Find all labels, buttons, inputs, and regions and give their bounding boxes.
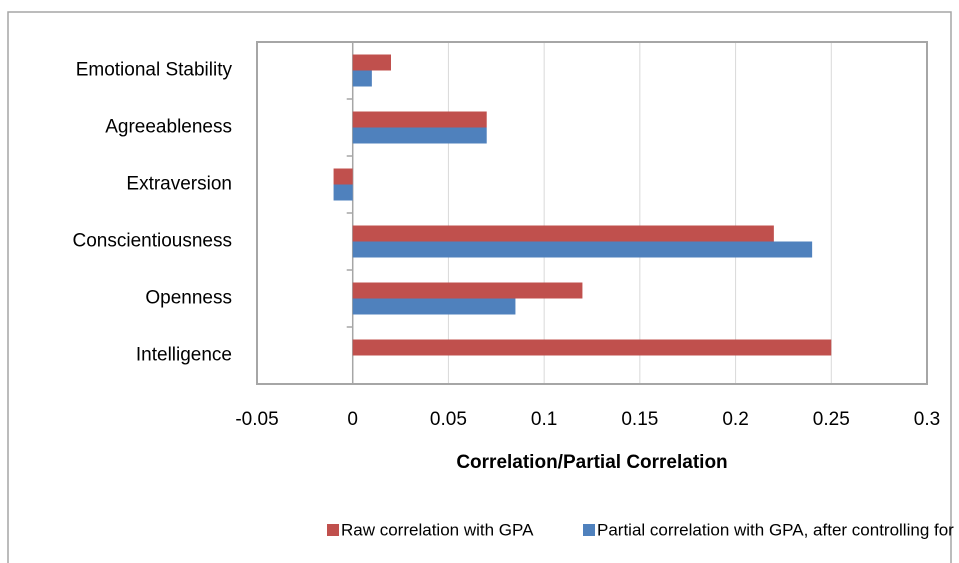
bar [352, 282, 583, 299]
y-tick-label: Emotional Stability [76, 60, 233, 81]
bar [352, 111, 487, 128]
y-tick-label: Intelligence [136, 345, 232, 366]
y-tick-label: Conscientiousness [73, 231, 232, 252]
bar [352, 298, 516, 315]
bar [333, 184, 353, 201]
x-tick-label: 0.2 [722, 409, 748, 430]
bar [352, 339, 832, 356]
x-tick-label: 0.25 [813, 409, 850, 430]
bar [333, 168, 353, 185]
legend-swatch [327, 524, 339, 536]
bar [352, 241, 813, 258]
legend-swatch [583, 524, 595, 536]
plot-frame [256, 41, 928, 385]
legend-label: Partial correlation with GPA, after cont… [597, 520, 959, 539]
x-tick-label: 0 [347, 409, 358, 430]
x-tick-label: 0.1 [531, 409, 557, 430]
x-tick-label: 0.05 [430, 409, 467, 430]
x-tick-label: 0.3 [914, 409, 940, 430]
x-tick-label: 0.15 [621, 409, 658, 430]
legend-label: Raw correlation with GPA [341, 520, 534, 539]
bar [352, 225, 774, 242]
y-tick-label: Extraversion [126, 174, 232, 195]
chart-border [7, 11, 952, 563]
bar [352, 54, 391, 71]
bar [352, 127, 487, 144]
x-axis-title: Correlation/Partial Correlation [456, 452, 727, 473]
x-tick-label: -0.05 [235, 409, 278, 430]
y-tick-label: Agreeableness [105, 117, 232, 138]
bar [352, 70, 372, 87]
y-tick-label: Openness [145, 288, 232, 309]
